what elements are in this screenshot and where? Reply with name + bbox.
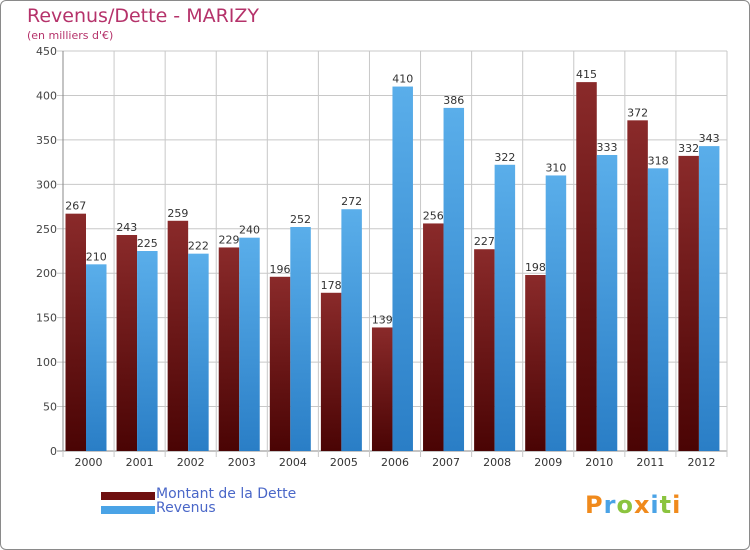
x-tick-label: 2010 — [585, 456, 613, 469]
bar-revenus — [647, 168, 669, 452]
bar-dette — [320, 292, 342, 451]
data-label-dette: 332 — [678, 142, 699, 155]
y-tick-label: 200 — [36, 267, 57, 280]
bar-revenus — [443, 107, 465, 451]
data-label-revenus: 410 — [392, 73, 413, 86]
bar-dette — [678, 155, 699, 451]
data-label-revenus: 318 — [648, 154, 669, 167]
bar-revenus — [188, 253, 209, 451]
bar-dette — [423, 223, 444, 451]
data-label-revenus: 322 — [494, 151, 515, 164]
y-tick-label: 250 — [36, 223, 57, 236]
data-label-dette: 415 — [576, 68, 597, 81]
x-tick-label: 2007 — [432, 456, 460, 469]
data-label-dette: 198 — [525, 261, 546, 274]
bar-dette — [371, 327, 393, 451]
y-tick-label: 450 — [36, 45, 57, 58]
logo-letter: t — [659, 491, 673, 519]
bar-layer — [65, 82, 720, 452]
bar-revenus — [698, 146, 720, 451]
legend-label-revenus: Revenus — [156, 500, 216, 516]
x-tick-label: 2005 — [330, 456, 358, 469]
data-label-dette: 267 — [65, 200, 86, 213]
bar-dette — [576, 82, 597, 451]
bar-dette — [627, 120, 648, 451]
logo-letter: i — [650, 491, 660, 519]
x-tick-label: 2009 — [534, 456, 562, 469]
data-label-dette: 259 — [167, 207, 188, 220]
bar-dette — [474, 249, 495, 451]
data-label-revenus: 343 — [699, 132, 720, 145]
bar-revenus — [494, 164, 516, 451]
data-label-revenus: 310 — [545, 161, 566, 174]
bar-dette — [116, 235, 138, 451]
bar-dette — [167, 220, 189, 451]
bar-revenus — [290, 227, 311, 451]
bar-dette — [218, 247, 240, 451]
logo-letter: r — [603, 491, 617, 519]
chart-title: Revenus/Dette - MARIZY — [27, 5, 260, 27]
x-tick-label: 2006 — [381, 456, 409, 469]
y-tick-label: 150 — [36, 312, 57, 325]
x-tick-label: 2000 — [75, 456, 103, 469]
bar-revenus — [239, 237, 260, 451]
logo-letter: P — [585, 491, 604, 519]
x-tick-label: 2002 — [177, 456, 205, 469]
data-label-dette: 227 — [474, 235, 495, 248]
bar-dette — [65, 213, 86, 451]
chart-subtitle: (en milliers d'€) — [27, 29, 114, 42]
bar-dette — [269, 276, 291, 451]
x-tick-label: 2001 — [126, 456, 154, 469]
data-label-dette: 229 — [218, 233, 239, 246]
bar-revenus — [137, 251, 158, 451]
legend-swatch-revenus — [101, 506, 155, 514]
data-label-revenus: 210 — [86, 250, 107, 263]
data-label-dette: 256 — [423, 209, 444, 222]
bar-revenus — [596, 155, 618, 451]
bar-revenus — [341, 209, 362, 451]
data-label-dette: 243 — [116, 221, 137, 234]
bar-revenus — [392, 86, 413, 452]
x-tick-label: 2003 — [228, 456, 256, 469]
data-label-dette: 178 — [321, 279, 342, 292]
x-tick-label: 2012 — [687, 456, 715, 469]
label-layer: 0 50 100 150 200 250 300 350 400 450 267 210 2000 243… — [36, 45, 720, 469]
logo-letter: i — [672, 491, 682, 519]
proxiti-logo: Proxiti — [585, 491, 681, 519]
data-label-dette: 372 — [627, 106, 648, 119]
y-tick-label: 100 — [36, 356, 57, 369]
y-tick-label: 400 — [36, 89, 57, 102]
data-label-revenus: 272 — [341, 195, 362, 208]
logo-letter: x — [633, 491, 651, 519]
bar-revenus — [545, 175, 567, 451]
logo-letter: o — [616, 491, 634, 519]
x-tick-label: 2011 — [636, 456, 664, 469]
bar-revenus — [86, 264, 107, 451]
data-label-dette: 139 — [372, 313, 393, 326]
bar-dette — [525, 275, 546, 451]
y-tick-label: 350 — [36, 134, 57, 147]
legend-label-dette: Montant de la Dette — [156, 486, 297, 502]
y-tick-label: 0 — [50, 445, 57, 458]
data-label-revenus: 225 — [137, 237, 158, 250]
y-tick-label: 50 — [43, 401, 57, 414]
data-label-revenus: 240 — [239, 224, 260, 237]
x-tick-label: 2008 — [483, 456, 511, 469]
data-label-revenus: 333 — [597, 141, 618, 154]
x-tick-label: 2004 — [279, 456, 307, 469]
data-label-revenus: 386 — [443, 94, 464, 107]
legend-swatch-dette — [101, 492, 155, 500]
data-label-revenus: 252 — [290, 213, 311, 226]
data-label-revenus: 222 — [188, 240, 209, 253]
data-label-dette: 196 — [270, 263, 291, 276]
y-tick-label: 300 — [36, 178, 57, 191]
